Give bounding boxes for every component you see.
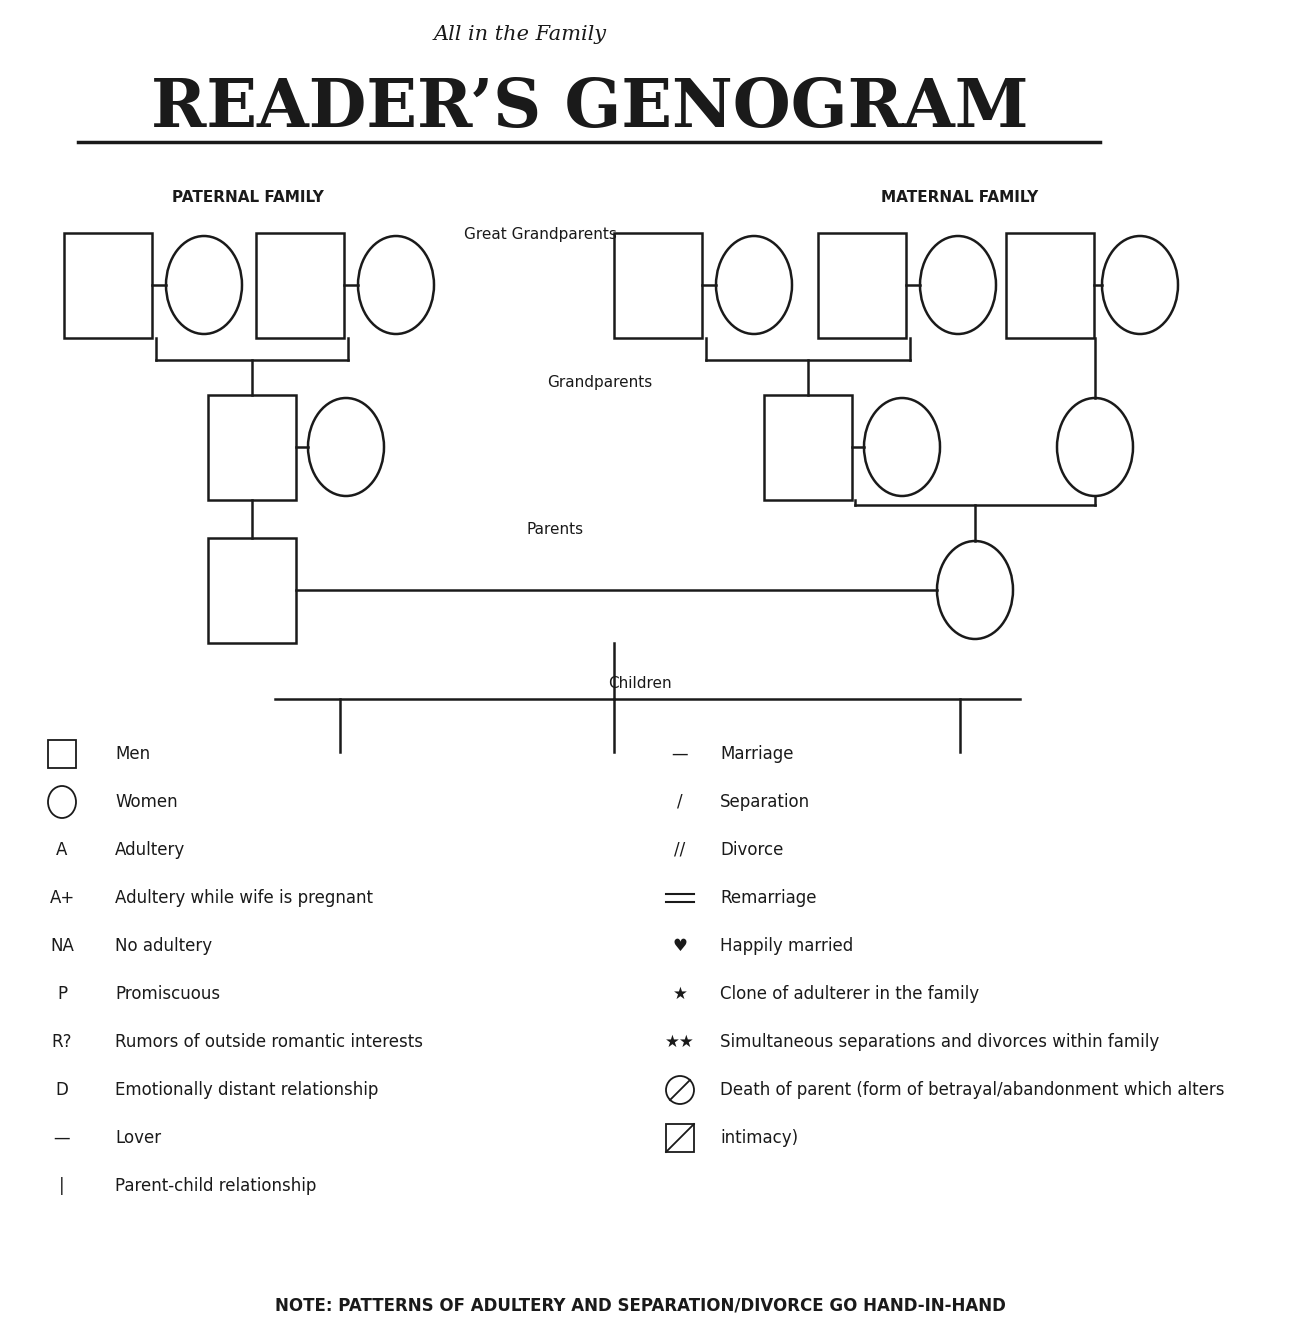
Text: |: | bbox=[60, 1177, 65, 1195]
Text: Great Grandparents: Great Grandparents bbox=[464, 227, 616, 242]
Text: Women: Women bbox=[114, 793, 178, 810]
Text: Remarriage: Remarriage bbox=[720, 888, 816, 907]
Bar bbox=[64, 233, 152, 337]
Text: NA: NA bbox=[51, 937, 74, 956]
Text: —: — bbox=[53, 1129, 70, 1146]
Bar bbox=[818, 233, 906, 337]
Text: /: / bbox=[677, 793, 683, 810]
Text: Lover: Lover bbox=[114, 1129, 161, 1146]
Text: PATERNAL FAMILY: PATERNAL FAMILY bbox=[172, 190, 324, 204]
Bar bbox=[1006, 233, 1095, 337]
Text: D: D bbox=[56, 1081, 69, 1099]
Ellipse shape bbox=[1057, 398, 1134, 496]
Bar bbox=[208, 538, 296, 642]
Text: MATERNAL FAMILY: MATERNAL FAMILY bbox=[881, 190, 1039, 204]
Text: //: // bbox=[675, 841, 685, 859]
Ellipse shape bbox=[308, 398, 383, 496]
Text: Promiscuous: Promiscuous bbox=[114, 985, 220, 1003]
Text: A: A bbox=[56, 841, 68, 859]
Text: Men: Men bbox=[114, 745, 150, 763]
Ellipse shape bbox=[716, 237, 792, 335]
Text: READER’S GENOGRAM: READER’S GENOGRAM bbox=[151, 77, 1028, 141]
Text: ♥: ♥ bbox=[672, 937, 688, 956]
Bar bbox=[256, 233, 344, 337]
Text: Parent-child relationship: Parent-child relationship bbox=[114, 1177, 316, 1195]
Ellipse shape bbox=[666, 1077, 694, 1103]
Text: ★: ★ bbox=[672, 985, 688, 1003]
Bar bbox=[208, 395, 296, 500]
Text: R?: R? bbox=[52, 1034, 73, 1051]
Ellipse shape bbox=[937, 542, 1013, 638]
Ellipse shape bbox=[1102, 237, 1178, 335]
Ellipse shape bbox=[358, 237, 434, 335]
Text: Marriage: Marriage bbox=[720, 745, 793, 763]
Text: Children: Children bbox=[608, 676, 672, 692]
Text: Separation: Separation bbox=[720, 793, 810, 810]
Text: Adultery while wife is pregnant: Adultery while wife is pregnant bbox=[114, 888, 373, 907]
Bar bbox=[614, 233, 702, 337]
Bar bbox=[666, 1124, 694, 1152]
Text: Grandparents: Grandparents bbox=[547, 375, 653, 390]
Text: intimacy): intimacy) bbox=[720, 1129, 798, 1146]
Ellipse shape bbox=[48, 786, 75, 818]
Text: Clone of adulterer in the family: Clone of adulterer in the family bbox=[720, 985, 979, 1003]
Text: —: — bbox=[672, 745, 688, 763]
Text: All in the Family: All in the Family bbox=[433, 24, 607, 43]
Text: No adultery: No adultery bbox=[114, 937, 212, 956]
Ellipse shape bbox=[166, 237, 242, 335]
Text: Happily married: Happily married bbox=[720, 937, 853, 956]
Text: Adultery: Adultery bbox=[114, 841, 185, 859]
Text: Rumors of outside romantic interests: Rumors of outside romantic interests bbox=[114, 1034, 422, 1051]
Text: Death of parent (form of betrayal/abandonment which alters: Death of parent (form of betrayal/abando… bbox=[720, 1081, 1225, 1099]
Text: ★★: ★★ bbox=[666, 1034, 696, 1051]
Text: Emotionally distant relationship: Emotionally distant relationship bbox=[114, 1081, 378, 1099]
Text: Divorce: Divorce bbox=[720, 841, 784, 859]
Text: Parents: Parents bbox=[526, 521, 584, 536]
Ellipse shape bbox=[864, 398, 940, 496]
Text: NOTE: PATTERNS OF ADULTERY AND SEPARATION/DIVORCE GO HAND-IN-HAND: NOTE: PATTERNS OF ADULTERY AND SEPARATIO… bbox=[274, 1297, 1005, 1314]
Text: P: P bbox=[57, 985, 68, 1003]
Ellipse shape bbox=[920, 237, 996, 335]
Text: A+: A+ bbox=[49, 888, 74, 907]
Bar bbox=[48, 741, 75, 767]
Text: Simultaneous separations and divorces within family: Simultaneous separations and divorces wi… bbox=[720, 1034, 1160, 1051]
Bar bbox=[764, 395, 852, 500]
